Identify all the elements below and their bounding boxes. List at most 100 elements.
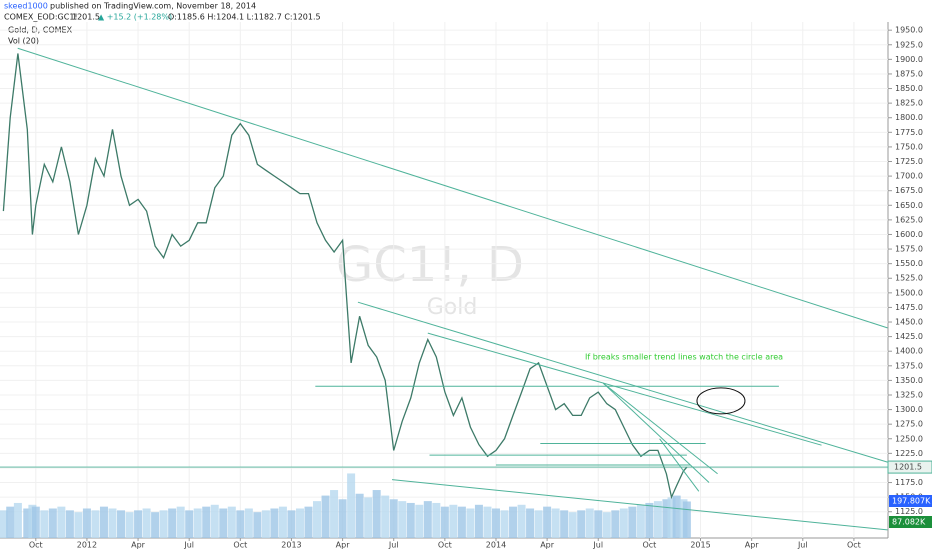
volume-bar	[466, 508, 475, 538]
y-tick-label: 1425.0	[895, 332, 923, 341]
y-tick-label: 1700.0	[895, 172, 923, 181]
x-tick-label: 2012	[77, 541, 97, 550]
volume-bar	[560, 510, 569, 538]
volume-bar	[645, 502, 654, 538]
volume-label: 197.807K	[892, 497, 931, 506]
volume-bar	[176, 506, 185, 538]
y-tick-label: 1575.0	[895, 245, 923, 254]
volume-bar	[509, 506, 518, 538]
x-tick-label: Jul	[183, 541, 194, 550]
trend-line	[357, 301, 888, 463]
x-tick-label: Jul	[797, 541, 808, 550]
y-tick-label: 1225.0	[895, 449, 923, 458]
volume-bar	[619, 508, 628, 538]
x-tick-label: Apr	[540, 541, 555, 550]
y-tick-label: 1725.0	[895, 157, 923, 166]
volume-bar	[398, 501, 407, 538]
volume-bar	[185, 510, 194, 538]
volume-bar	[99, 506, 108, 538]
volume-bar	[82, 508, 91, 538]
volume-bar	[134, 510, 143, 538]
volume-bar	[667, 497, 676, 538]
volume-bar	[253, 512, 262, 538]
published: published on TradingView.com, November 1…	[50, 2, 256, 11]
y-tick-label: 1450.0	[895, 318, 923, 327]
watermark: GC1!, D	[336, 237, 524, 293]
volume-bar	[287, 510, 296, 538]
y-tick-label: 1825.0	[895, 99, 923, 108]
symbol: COMEX_EOD:GC1!	[4, 13, 78, 22]
circle-area	[696, 387, 746, 415]
x-tick-label: Oct	[29, 541, 43, 550]
volume-bar	[117, 510, 126, 538]
volume-bar	[415, 504, 424, 538]
volume-bar	[40, 510, 49, 538]
y-tick-label: 1550.0	[895, 259, 923, 268]
volume-bar	[534, 510, 543, 538]
y-tick-label: 1600.0	[895, 230, 923, 239]
volume-bar	[330, 490, 339, 538]
volume-bar	[0, 510, 8, 538]
volume-bar	[500, 510, 509, 538]
x-tick-label: Apr	[131, 541, 146, 550]
volume-bar	[142, 508, 151, 538]
volume-bar	[364, 497, 373, 538]
volume-bar	[602, 512, 611, 538]
trend-line	[17, 47, 888, 329]
volume-bar	[653, 501, 662, 538]
volume-label-box	[889, 495, 932, 507]
annotation: If breaks smaller trend lines watch the …	[585, 353, 783, 362]
change: ▲ +15.2 (+1.28%)	[98, 13, 172, 22]
volume-bar	[313, 501, 322, 538]
volume-bar	[474, 504, 483, 538]
volume-bar	[577, 510, 586, 538]
x-tick-label: Apr	[745, 541, 760, 550]
volume-bar	[202, 506, 211, 538]
volume-bar	[551, 508, 560, 538]
volume-bar	[219, 508, 228, 538]
y-tick-label: 1675.0	[895, 186, 923, 195]
volume-label-box	[889, 516, 932, 528]
y-tick-label: 1475.0	[895, 303, 923, 312]
volume-bar	[227, 506, 236, 538]
volume-bar	[406, 502, 415, 538]
ohlc: O:1185.6 H:1204.1 L:1182.7 C:1201.5	[168, 13, 321, 22]
y-tick-label: 1800.0	[895, 113, 923, 122]
volume-bar	[321, 495, 330, 538]
y-tick-label: 1175.0	[895, 478, 923, 487]
volume-bar	[517, 504, 526, 538]
y-tick-label: 1375.0	[895, 361, 923, 370]
volume-bar	[662, 499, 671, 538]
y-tick-label: 1325.0	[895, 390, 923, 399]
volume-bar	[193, 508, 202, 538]
x-tick-label: Apr	[336, 541, 351, 550]
x-tick-label: Oct	[233, 541, 247, 550]
volume-bar	[491, 508, 500, 538]
volume-bar	[440, 506, 449, 538]
y-tick-label: 1650.0	[895, 201, 923, 210]
volume-bar	[585, 508, 594, 538]
volume-bar	[423, 501, 432, 538]
volume-bar	[483, 506, 492, 538]
y-tick-label: 1950.0	[895, 26, 923, 35]
volume-bar	[278, 506, 287, 538]
volume-bar	[261, 510, 270, 538]
y-tick-label: 1775.0	[895, 128, 923, 137]
volume-bar	[125, 512, 134, 538]
volume-bar	[6, 506, 15, 538]
x-tick-label: Jul	[388, 541, 399, 550]
volume-bar	[381, 495, 390, 538]
volume-bar	[108, 508, 117, 538]
publisher[interactable]: skeed1000	[4, 2, 48, 11]
volume-bar	[13, 502, 22, 538]
y-tick-label: 1350.0	[895, 376, 923, 385]
trend-line	[603, 382, 718, 475]
volume-bar	[210, 504, 219, 538]
y-tick-label: 1625.0	[895, 215, 923, 224]
volume-bar	[682, 501, 691, 538]
volume-bar	[457, 506, 466, 538]
volume-bar	[568, 512, 577, 538]
volume-bar	[338, 499, 347, 538]
volume-bar	[355, 493, 364, 538]
